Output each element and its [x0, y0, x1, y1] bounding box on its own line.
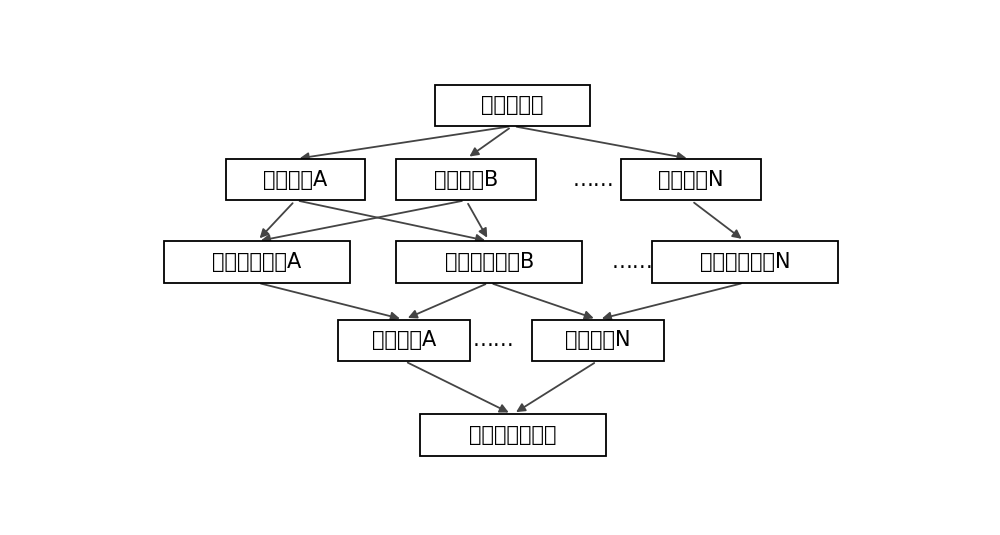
Text: 运营场景N: 运营场景N [565, 330, 631, 350]
FancyBboxPatch shape [621, 159, 761, 200]
Text: 测试用例A: 测试用例A [263, 170, 328, 189]
Text: 运营场景A: 运营场景A [372, 330, 436, 350]
Text: 测试用例场景B: 测试用例场景B [445, 252, 534, 272]
Text: 测试用例B: 测试用例B [434, 170, 498, 189]
Text: 测试用例场景A: 测试用例场景A [212, 252, 301, 272]
FancyBboxPatch shape [396, 241, 582, 282]
Text: ……: …… [612, 252, 654, 272]
FancyBboxPatch shape [396, 159, 536, 200]
Text: 测试用例N: 测试用例N [658, 170, 724, 189]
Text: ……: …… [573, 170, 615, 189]
FancyBboxPatch shape [420, 414, 606, 456]
Text: 测试运营场景库: 测试运营场景库 [469, 425, 556, 445]
Text: 测试用例库: 测试用例库 [481, 95, 544, 116]
FancyBboxPatch shape [435, 85, 590, 126]
Text: ……: …… [472, 330, 514, 350]
Text: 测试用例场景N: 测试用例场景N [700, 252, 790, 272]
FancyBboxPatch shape [338, 319, 470, 361]
FancyBboxPatch shape [226, 159, 365, 200]
FancyBboxPatch shape [652, 241, 838, 282]
FancyBboxPatch shape [164, 241, 350, 282]
FancyBboxPatch shape [532, 319, 664, 361]
